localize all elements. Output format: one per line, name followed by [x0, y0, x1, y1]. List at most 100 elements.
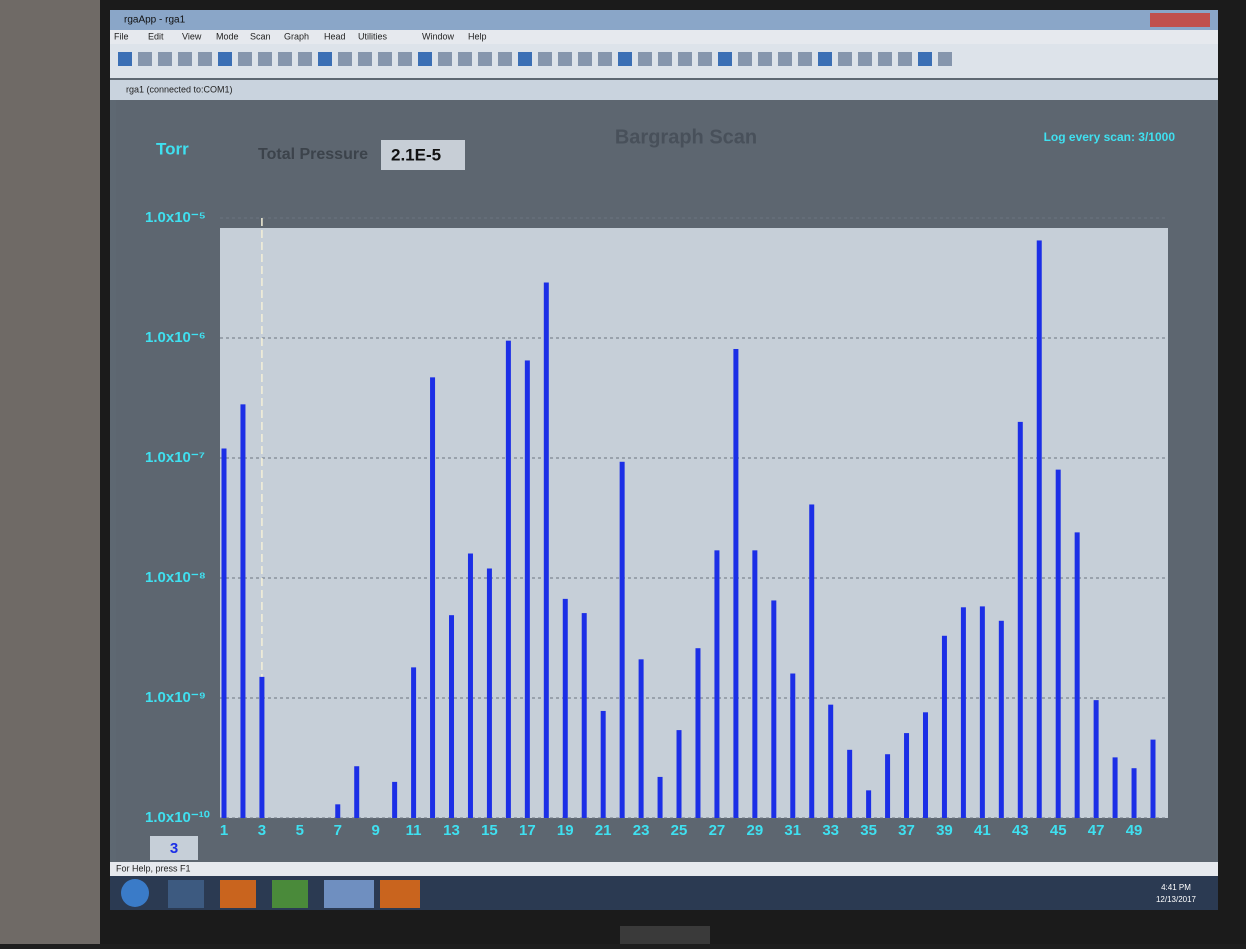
- tool-button[interactable]: [938, 52, 952, 66]
- tool-button[interactable]: [258, 52, 272, 66]
- tool-button[interactable]: [338, 52, 352, 66]
- tool-button[interactable]: [518, 52, 532, 66]
- bar: [658, 777, 663, 818]
- tool-button[interactable]: [798, 52, 812, 66]
- menu-item[interactable]: Edit: [148, 31, 164, 41]
- tool-button[interactable]: [178, 52, 192, 66]
- task-ie[interactable]: [168, 880, 204, 908]
- task-rga[interactable]: [324, 880, 374, 908]
- tool-button[interactable]: [218, 52, 232, 66]
- tool-button[interactable]: [678, 52, 692, 66]
- bar: [506, 341, 511, 818]
- window-controls[interactable]: [1150, 13, 1210, 27]
- total-pressure-label: Total Pressure: [258, 146, 368, 163]
- x-tick-label: 25: [671, 822, 688, 839]
- tool-button[interactable]: [138, 52, 152, 66]
- x-tick-label: 27: [709, 822, 726, 839]
- bar: [790, 674, 795, 818]
- tool-button[interactable]: [858, 52, 872, 66]
- bar: [487, 568, 492, 818]
- task-firefox[interactable]: [220, 880, 256, 908]
- tool-button[interactable]: [158, 52, 172, 66]
- tool-button[interactable]: [698, 52, 712, 66]
- bar: [714, 550, 719, 818]
- tool-button[interactable]: [318, 52, 332, 66]
- bar: [240, 404, 245, 818]
- document-title: rga1 (connected to:COM1): [126, 84, 233, 94]
- tool-button[interactable]: [498, 52, 512, 66]
- x-tick-label: 17: [519, 822, 536, 839]
- tool-button[interactable]: [638, 52, 652, 66]
- tool-button[interactable]: [578, 52, 592, 66]
- title-bar: [110, 10, 1218, 30]
- bar: [1056, 470, 1061, 818]
- tool-button[interactable]: [718, 52, 732, 66]
- tool-button[interactable]: [438, 52, 452, 66]
- tool-button[interactable]: [238, 52, 252, 66]
- tool-button[interactable]: [838, 52, 852, 66]
- x-tick-label: 11: [406, 822, 422, 839]
- tool-button[interactable]: [618, 52, 632, 66]
- tool-button[interactable]: [298, 52, 312, 66]
- tool-button[interactable]: [918, 52, 932, 66]
- bar: [847, 750, 852, 818]
- tool-button[interactable]: [118, 52, 132, 66]
- tool-button[interactable]: [538, 52, 552, 66]
- tool-button[interactable]: [358, 52, 372, 66]
- window-title: rgaApp - rga1: [124, 15, 186, 26]
- tool-button[interactable]: [758, 52, 772, 66]
- bar: [411, 667, 416, 818]
- x-tick-label: 1: [220, 822, 228, 839]
- menu-item[interactable]: View: [182, 31, 202, 41]
- menu-item[interactable]: Utilities: [358, 31, 388, 41]
- menu-item[interactable]: Scan: [250, 31, 271, 41]
- bar: [677, 730, 682, 818]
- tool-button[interactable]: [598, 52, 612, 66]
- menu-item[interactable]: File: [114, 31, 129, 41]
- bar: [828, 705, 833, 818]
- task-firefox-2[interactable]: [380, 880, 420, 908]
- x-tick-label: 3: [258, 822, 266, 839]
- tool-button[interactable]: [558, 52, 572, 66]
- status-bar: [110, 862, 1218, 876]
- tool-button[interactable]: [458, 52, 472, 66]
- y-tick-label: 1.0x10⁻¹⁰: [145, 809, 210, 826]
- tool-button[interactable]: [898, 52, 912, 66]
- task-chrome[interactable]: [272, 880, 308, 908]
- bar: [885, 754, 890, 818]
- y-tick-label: 1.0x10⁻⁵: [145, 209, 206, 226]
- bar: [1132, 768, 1137, 818]
- x-tick-label: 45: [1050, 822, 1067, 839]
- start-button[interactable]: [121, 879, 149, 907]
- bar: [1151, 740, 1156, 818]
- tool-button[interactable]: [198, 52, 212, 66]
- tool-button[interactable]: [418, 52, 432, 66]
- tool-button[interactable]: [738, 52, 752, 66]
- bar: [582, 613, 587, 818]
- x-tick-label: 47: [1088, 822, 1105, 839]
- bar: [601, 711, 606, 818]
- tool-button[interactable]: [778, 52, 792, 66]
- tool-button[interactable]: [278, 52, 292, 66]
- bar: [1018, 422, 1023, 818]
- menu-item[interactable]: Help: [468, 31, 487, 41]
- x-tick-label: 19: [557, 822, 574, 839]
- menu-item[interactable]: Window: [422, 31, 455, 41]
- bar: [544, 283, 549, 818]
- tool-button[interactable]: [878, 52, 892, 66]
- menu-item[interactable]: Head: [324, 31, 346, 41]
- bar: [468, 554, 473, 818]
- tool-button[interactable]: [378, 52, 392, 66]
- bar: [961, 607, 966, 818]
- menu-item[interactable]: Graph: [284, 31, 309, 41]
- x-tick-label: 15: [481, 822, 498, 839]
- x-tick-label: 31: [784, 822, 801, 839]
- bar: [1113, 757, 1118, 818]
- bar: [354, 766, 359, 818]
- tool-button[interactable]: [658, 52, 672, 66]
- tool-button[interactable]: [478, 52, 492, 66]
- menu-item[interactable]: Mode: [216, 31, 239, 41]
- tool-button[interactable]: [398, 52, 412, 66]
- tool-button[interactable]: [818, 52, 832, 66]
- bar: [980, 606, 985, 818]
